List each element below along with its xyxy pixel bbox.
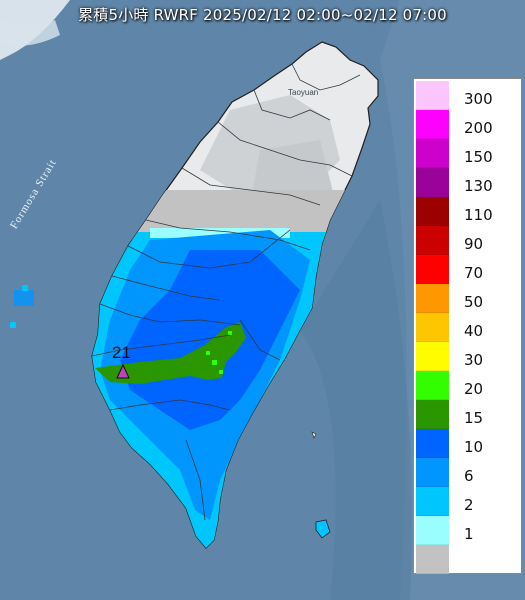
legend-swatch [416,139,449,168]
legend-label: 150 [464,148,493,166]
county-boundaries [91,63,361,521]
legend-swatch [416,400,449,429]
legend-label: 90 [464,235,484,253]
max-rainfall-value: 21 [112,343,131,362]
offshore-islets [10,285,331,539]
legend-label: 6 [464,467,474,485]
legend-label: 1 [464,525,474,543]
legend-label: 300 [464,90,493,108]
legend-swatch [416,110,449,139]
legend-swatch [416,81,449,110]
map-title: 累積5小時 RWRF 2025/02/12 02:00~02/12 07:00 [78,6,447,24]
legend-swatch [416,342,449,371]
legend-swatch [416,458,449,487]
legend-label: 110 [464,206,493,224]
legend-swatch [416,168,449,197]
legend-swatch [416,429,449,458]
legend-swatch [416,545,449,574]
legend-swatch [416,487,449,516]
legend-swatch [416,255,449,284]
legend-swatch [416,284,449,313]
legend-swatch [416,371,449,400]
legend-label: 40 [464,322,484,340]
rain-area-15 [95,322,246,384]
rainfall-legend: 300 200 150 130 110 90 70 50 40 30 20 15 10 6 2 1 [413,78,522,574]
legend-label: 10 [464,438,484,456]
legend-label: 2 [464,496,474,514]
legend-swatch [416,313,449,342]
legend-label: 50 [464,293,484,311]
legend-label: 130 [464,177,493,195]
max-rainfall-triangle-icon [116,363,130,379]
rain-area-10 [120,250,300,430]
legend-swatch [416,226,449,255]
legend-swatch [416,197,449,226]
rain-area-1 [150,228,290,238]
legend-swatch [416,516,449,545]
place-label-taoyuan: Taoyuan [288,88,319,97]
legend-label: 200 [464,119,493,137]
rain-area-20 [206,331,232,374]
legend-label: 15 [464,409,484,427]
legend-label: 30 [464,351,484,369]
legend-label: 20 [464,380,484,398]
legend-label: 70 [464,264,484,282]
